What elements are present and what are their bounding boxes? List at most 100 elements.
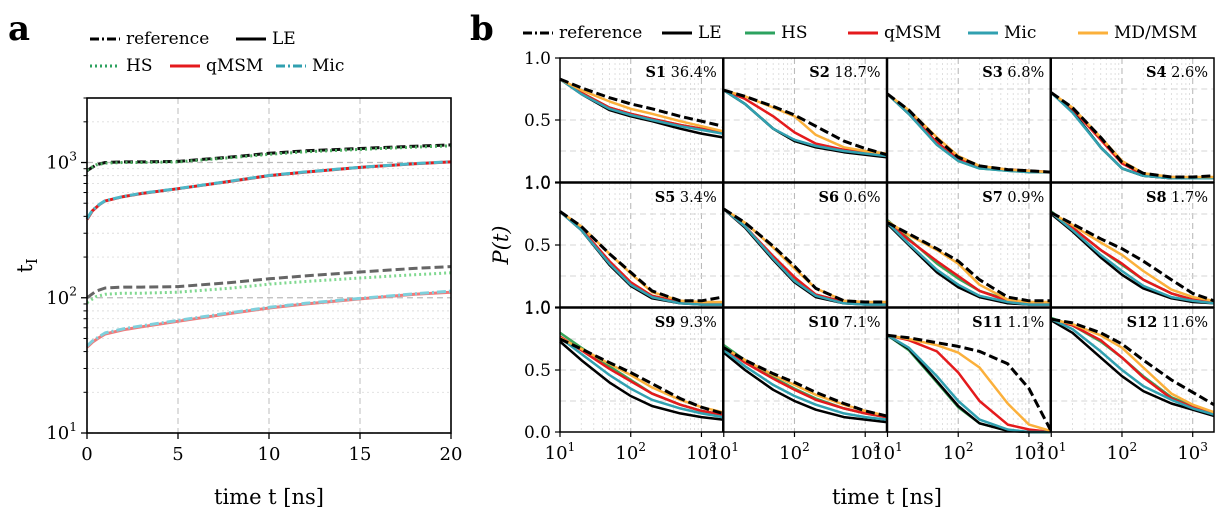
subplot-xtick-label: 102	[943, 440, 974, 464]
panel-a-ytick-label-base: 10	[46, 423, 69, 444]
subplot-pct: 3.4%	[675, 190, 716, 206]
panel-a-legend-hs: HS	[90, 56, 152, 76]
subplot-s5: S5 3.4% 1.0 0.5 1.0	[524, 174, 724, 318]
panel-b-legend-hs: HS	[745, 23, 807, 43]
subplot-s9-curve-qmsm	[559, 335, 724, 416]
subplot-s7-curve-mic	[886, 221, 1051, 306]
subplot-s10-curve-mic	[723, 349, 887, 421]
subplot-s8: S8 1.7%	[1050, 182, 1215, 308]
subplot-s10-curve-reference	[723, 346, 887, 418]
subplot-s2-curve-qmsm	[723, 89, 887, 156]
subplot-name: S10	[808, 314, 839, 331]
panel-a-series-lower-hs	[86, 271, 452, 304]
subplot-s12-curve-reference	[1051, 317, 1215, 406]
subplot-title: S9 9.3%	[655, 314, 717, 331]
subplot-s10: S10 7.1%101 102 103	[708, 307, 888, 464]
panel-a-legend-le: LE	[236, 29, 296, 49]
subplot-xtick-label-exp: 2	[802, 440, 810, 454]
subplot-s5-curve-reference	[559, 210, 724, 303]
subplot-s4-curve-mic	[1050, 91, 1214, 180]
subplot-ytick-label: 0.0	[524, 423, 551, 443]
panel-a-series-upper-mic	[85, 160, 452, 220]
subplot-s9-curve-mic	[559, 336, 724, 419]
subplot-xtick-label: 102	[1107, 440, 1138, 464]
panel-b-legend-qmsm: qMSM	[848, 23, 941, 43]
panel-a-ytick-label-base: 10	[46, 288, 69, 309]
subplot-frame	[886, 307, 1051, 433]
subplot-pct: 0.9%	[1003, 190, 1044, 206]
subplot-title: S4 2.6%	[1146, 64, 1208, 81]
subplot-s7: S7 0.9%	[886, 182, 1051, 308]
panel-a-xtick-label: 5	[172, 444, 183, 465]
subplot-s4: S4 2.6%	[1050, 57, 1215, 183]
panel-b-legend-le: LE	[662, 23, 722, 43]
subplot-name: S1	[646, 64, 667, 81]
subplot-frame	[1050, 57, 1215, 183]
subplot-title: S3 6.8%	[982, 64, 1044, 81]
subplot-xtick-label-exp: 2	[966, 440, 974, 454]
panel-a-ylabel: tI	[13, 258, 41, 272]
subplot-s11-curve-reference	[887, 333, 1052, 431]
subplot-xtick-label-exp: 3	[1037, 440, 1045, 454]
subplot-s12-curve-mic	[1050, 318, 1215, 416]
subplot-pct: 2.6%	[1167, 65, 1208, 81]
panel-b: S1 36.4%1.00.51.0S2 18.7% S3 6.8% S4 2.6%S…	[470, 9, 1215, 509]
subplot-frame	[723, 182, 888, 308]
subplot-ytick-label: 1.0	[524, 49, 551, 69]
subplot-xtick-label-base: 10	[943, 443, 966, 464]
subplot-s2-curve-mic	[723, 89, 887, 158]
subplot-ytick-label: 0.5	[524, 236, 551, 256]
subplot-title: S1 36.4%	[646, 64, 717, 81]
subplot-xtick-label: 102	[615, 440, 646, 464]
subplot-pct: 36.4%	[666, 65, 717, 81]
subplot-xtick-label: 103	[1177, 440, 1208, 464]
panel-a-ytick-label: 101	[46, 420, 77, 444]
subplot-xtick-label-exp: 1	[568, 440, 576, 454]
subplot-title: S7 0.9%	[982, 189, 1044, 206]
subplot-frame	[1050, 307, 1215, 433]
subplot-xtick-label-exp: 1	[1059, 440, 1067, 454]
subplot-xtick-label: 103	[1014, 440, 1045, 464]
subplot-title: S10 7.1%	[808, 314, 880, 331]
subplot-name: S12	[1127, 314, 1158, 331]
subplot-pct: 7.1%	[839, 315, 880, 331]
subplot-s6-curve-reference	[722, 207, 887, 304]
panel-a-ytick-label-exp: 2	[69, 285, 77, 299]
subplot-xtick-label-base: 10	[1177, 443, 1200, 464]
subplot-xtick-label-base: 10	[1014, 443, 1037, 464]
subplot-title: S5 3.4%	[655, 189, 717, 206]
subplot-s10-curve-le	[723, 351, 887, 424]
subplot-pct: 11.6%	[1157, 315, 1208, 331]
subplot-name: S4	[1146, 64, 1167, 81]
panel-b-legend-md-msm-label: MD/MSM	[1114, 23, 1197, 43]
subplot-s8-curve-qmsm	[1050, 211, 1215, 304]
subplot-xtick-label-exp: 3	[709, 440, 717, 454]
subplot-frame	[1050, 182, 1215, 308]
subplot-frame	[886, 182, 1051, 308]
subplot-xtick-label-base: 10	[779, 443, 802, 464]
subplot-xtick-label-exp: 1	[895, 440, 903, 454]
subplot-name: S8	[1146, 189, 1167, 206]
subplot-s6: S6 0.6%	[722, 182, 888, 308]
subplot-name: S5	[655, 189, 676, 206]
subplot-ytick-label: 1.0	[524, 174, 551, 194]
subplot-name: S2	[809, 64, 830, 81]
subplot-s4-curve-le	[1050, 91, 1214, 180]
subplot-s1: S1 36.4% 1.0 0.5 1.0	[524, 49, 724, 193]
panel-b-legend-reference-label: reference	[559, 23, 642, 43]
panel-a-xtick-label: 0	[81, 444, 92, 465]
subplot-ytick-label: 0.5	[524, 111, 551, 131]
subplot-s1-curve-md-msm	[559, 77, 724, 133]
panel-b-legend-reference: reference	[523, 23, 642, 43]
subplot-s11: S11 1.1%101 102 103	[872, 307, 1052, 464]
panel-b-legend-qmsm-label: qMSM	[884, 23, 941, 43]
subplot-name: S6	[818, 189, 839, 206]
subplot-title: S11 1.1%	[972, 314, 1044, 331]
panel-a-legend-qmsm-label: qMSM	[206, 56, 263, 76]
subplot-title: S12 11.6%	[1127, 314, 1208, 331]
subplot-ytick-label: 1.0	[524, 299, 551, 319]
subplot-xtick-label-base: 10	[850, 443, 873, 464]
subplot-name: S3	[982, 64, 1003, 81]
